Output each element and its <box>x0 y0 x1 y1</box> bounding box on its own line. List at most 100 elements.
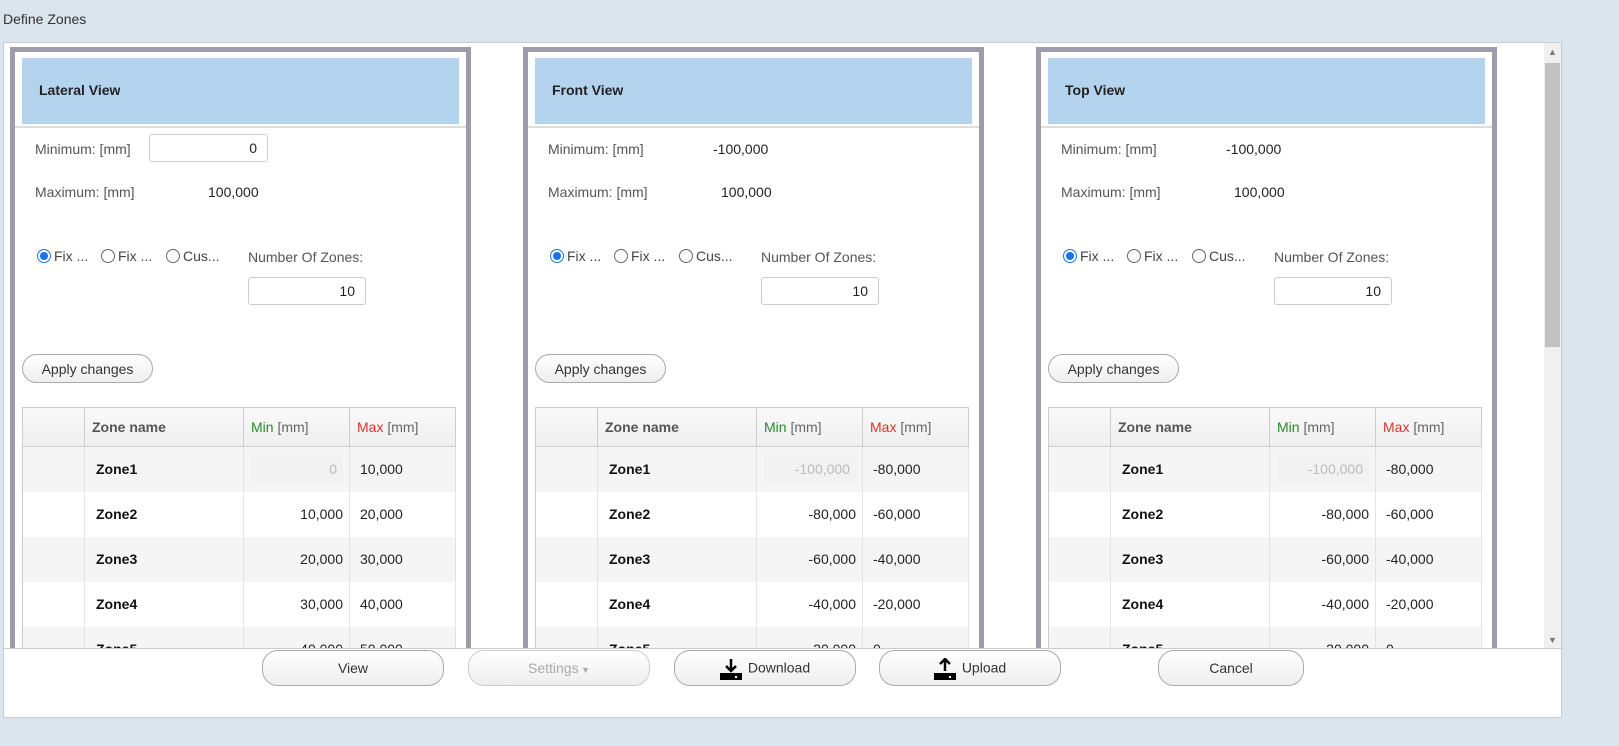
apply-changes-button[interactable]: Apply changes <box>22 354 153 383</box>
max-cell[interactable]: 30,000 <box>349 536 456 582</box>
number-of-zones-input[interactable]: 10 <box>248 277 366 305</box>
radio-option-3[interactable]: Cus... <box>166 248 220 264</box>
row-selector[interactable] <box>535 536 598 582</box>
row-selector[interactable] <box>22 626 85 648</box>
row-selector[interactable] <box>22 581 85 627</box>
radio-checked-icon[interactable] <box>1063 249 1077 263</box>
max-cell[interactable]: 40,000 <box>349 581 456 627</box>
header-max[interactable]: Max [mm] <box>862 407 969 447</box>
min-cell[interactable]: -60,000 <box>1269 536 1376 582</box>
radio-option-1[interactable]: Fix ... <box>1063 248 1114 264</box>
header-min[interactable]: Min [mm] <box>756 407 863 447</box>
table-row[interactable]: Zone2 10,000 20,000 <box>22 491 456 537</box>
min-cell[interactable]: -40,000 <box>1269 581 1376 627</box>
row-selector[interactable] <box>1048 491 1111 537</box>
row-selector[interactable] <box>1048 581 1111 627</box>
min-cell[interactable]: -20,000 <box>1269 626 1376 648</box>
row-selector[interactable] <box>535 491 598 537</box>
table-row[interactable]: Zone2 -80,000 -60,000 <box>1048 491 1482 537</box>
min-cell[interactable]: -80,000 <box>1269 491 1376 537</box>
min-cell[interactable]: -40,000 <box>756 581 863 627</box>
radio-option-3[interactable]: Cus... <box>1192 248 1246 264</box>
radio-unchecked-icon[interactable] <box>166 249 180 263</box>
row-selector[interactable] <box>1048 626 1111 648</box>
min-cell[interactable]: -20,000 <box>756 626 863 648</box>
scrollbar-thumb[interactable] <box>1545 63 1560 347</box>
row-selector[interactable] <box>535 626 598 648</box>
row-selector[interactable] <box>22 491 85 537</box>
max-cell[interactable]: -40,000 <box>862 536 969 582</box>
row-selector[interactable] <box>1048 446 1111 492</box>
scroll-down-icon[interactable]: ▼ <box>1548 635 1557 645</box>
max-cell[interactable]: -80,000 <box>1375 446 1482 492</box>
radio-option-3[interactable]: Cus... <box>679 248 733 264</box>
max-cell[interactable]: 20,000 <box>349 491 456 537</box>
header-max[interactable]: Max [mm] <box>1375 407 1482 447</box>
cancel-button[interactable]: Cancel <box>1158 650 1304 686</box>
table-row[interactable]: Zone1 0 10,000 <box>22 446 456 492</box>
table-row[interactable]: Zone3 -60,000 -40,000 <box>1048 536 1482 582</box>
row-selector[interactable] <box>1048 536 1111 582</box>
max-cell[interactable]: -20,000 <box>862 581 969 627</box>
settings-button[interactable]: Settings ▼ <box>468 650 650 686</box>
min-cell[interactable]: -100,000 <box>1269 446 1376 492</box>
row-selector[interactable] <box>22 446 85 492</box>
radio-option-2[interactable]: Fix ... <box>614 248 665 264</box>
row-selector[interactable] <box>22 536 85 582</box>
min-cell[interactable]: 10,000 <box>243 491 350 537</box>
radio-checked-icon[interactable] <box>550 249 564 263</box>
vertical-scrollbar[interactable]: ▲ ▼ <box>1544 43 1561 648</box>
minimum-input[interactable]: 0 <box>149 134 268 162</box>
table-row[interactable]: Zone5 -20,000 0 <box>1048 626 1482 648</box>
radio-option-1[interactable]: Fix ... <box>37 248 88 264</box>
apply-changes-button[interactable]: Apply changes <box>535 354 666 383</box>
header-zone-name[interactable]: Zone name <box>597 407 757 447</box>
table-row[interactable]: Zone2 -80,000 -60,000 <box>535 491 969 537</box>
header-min[interactable]: Min [mm] <box>1269 407 1376 447</box>
header-min[interactable]: Min [mm] <box>243 407 350 447</box>
header-max[interactable]: Max [mm] <box>349 407 456 447</box>
radio-option-2[interactable]: Fix ... <box>1127 248 1178 264</box>
row-selector[interactable] <box>535 446 598 492</box>
radio-unchecked-icon[interactable] <box>1192 249 1206 263</box>
table-row[interactable]: Zone1 -100,000 -80,000 <box>535 446 969 492</box>
radio-checked-icon[interactable] <box>37 249 51 263</box>
radio-unchecked-icon[interactable] <box>1127 249 1141 263</box>
row-selector[interactable] <box>535 581 598 627</box>
max-cell[interactable]: -60,000 <box>1375 491 1482 537</box>
radio-unchecked-icon[interactable] <box>614 249 628 263</box>
download-button[interactable]: Download <box>674 650 856 686</box>
radio-option-1[interactable]: Fix ... <box>550 248 601 264</box>
header-zone-name[interactable]: Zone name <box>1110 407 1270 447</box>
min-cell[interactable]: -60,000 <box>756 536 863 582</box>
min-cell[interactable]: 40,000 <box>243 626 350 648</box>
table-row[interactable]: Zone1 -100,000 -80,000 <box>1048 446 1482 492</box>
table-row[interactable]: Zone5 40,000 50,000 <box>22 626 456 648</box>
max-cell[interactable]: -80,000 <box>862 446 969 492</box>
number-of-zones-input[interactable]: 10 <box>761 277 879 305</box>
min-cell[interactable]: -80,000 <box>756 491 863 537</box>
scroll-up-icon[interactable]: ▲ <box>1548 47 1557 57</box>
table-row[interactable]: Zone4 -40,000 -20,000 <box>535 581 969 627</box>
max-cell[interactable]: 50,000 <box>349 626 456 648</box>
header-zone-name[interactable]: Zone name <box>84 407 244 447</box>
radio-option-2[interactable]: Fix ... <box>101 248 152 264</box>
min-cell[interactable]: 0 <box>243 446 350 492</box>
table-row[interactable]: Zone4 -40,000 -20,000 <box>1048 581 1482 627</box>
upload-button[interactable]: Upload <box>879 650 1061 686</box>
max-cell[interactable]: -20,000 <box>1375 581 1482 627</box>
table-row[interactable]: Zone5 -20,000 0 <box>535 626 969 648</box>
number-of-zones-input[interactable]: 10 <box>1274 277 1392 305</box>
table-row[interactable]: Zone3 -60,000 -40,000 <box>535 536 969 582</box>
min-cell[interactable]: 20,000 <box>243 536 350 582</box>
view-button[interactable]: View <box>262 650 444 686</box>
table-row[interactable]: Zone4 30,000 40,000 <box>22 581 456 627</box>
max-cell[interactable]: -60,000 <box>862 491 969 537</box>
max-cell[interactable]: 10,000 <box>349 446 456 492</box>
max-cell[interactable]: -40,000 <box>1375 536 1482 582</box>
radio-unchecked-icon[interactable] <box>679 249 693 263</box>
max-cell[interactable]: 0 <box>862 626 969 648</box>
table-row[interactable]: Zone3 20,000 30,000 <box>22 536 456 582</box>
max-cell[interactable]: 0 <box>1375 626 1482 648</box>
radio-unchecked-icon[interactable] <box>101 249 115 263</box>
